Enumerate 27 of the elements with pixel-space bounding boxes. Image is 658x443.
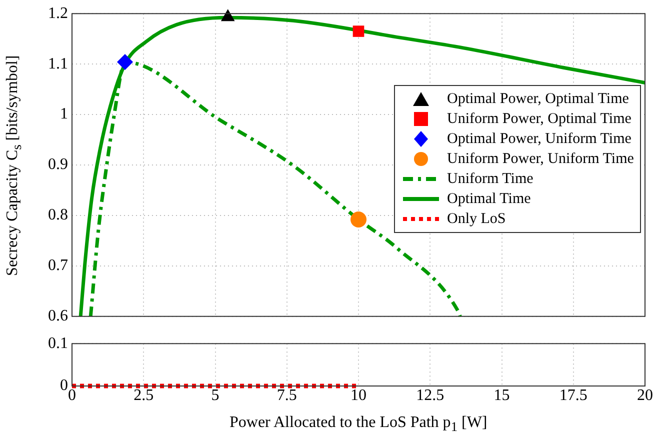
legend-label: Uniform Power, Uniform Time — [447, 150, 634, 169]
y-tick-label: 0.1 — [48, 334, 68, 352]
y-tick-label: 1 — [60, 106, 68, 123]
legend-label: Uniform Time — [447, 170, 534, 189]
x-tick-label: 2.5 — [134, 386, 154, 404]
y-tick-label: 1.2 — [48, 4, 68, 22]
point — [350, 212, 366, 228]
legend-label: Optimal Power, Uniform Time — [447, 130, 632, 149]
legend-label: Optimal Time — [447, 190, 531, 209]
y-tick-label: 0.6 — [48, 308, 68, 325]
y-tick-label: 0.9 — [48, 156, 68, 174]
y-tick-label: 0.7 — [48, 257, 68, 274]
y-tick-label: 1.1 — [48, 55, 68, 72]
x-tick-label: 12.5 — [416, 386, 444, 404]
legend-label: Uniform Power, Optimal Time — [447, 110, 632, 129]
x-tick-label: 20 — [637, 386, 653, 404]
legend-label: Optimal Power, Optimal Time — [447, 90, 629, 109]
point — [352, 26, 364, 37]
y-tick-label: 0.8 — [48, 206, 68, 224]
x-tick-label: 7.5 — [276, 386, 297, 404]
x-axis-title: Power Allocated to the LoS Path p$_{1}$ [W] — [230, 414, 488, 436]
x-tick-label: 10 — [350, 386, 366, 404]
x-tick-label: 17.5 — [559, 386, 588, 404]
legend-label: Only LoS — [447, 210, 506, 229]
point — [117, 54, 134, 70]
x-tick-label: 15 — [494, 386, 510, 404]
x-tick-label: 5 — [211, 386, 220, 404]
